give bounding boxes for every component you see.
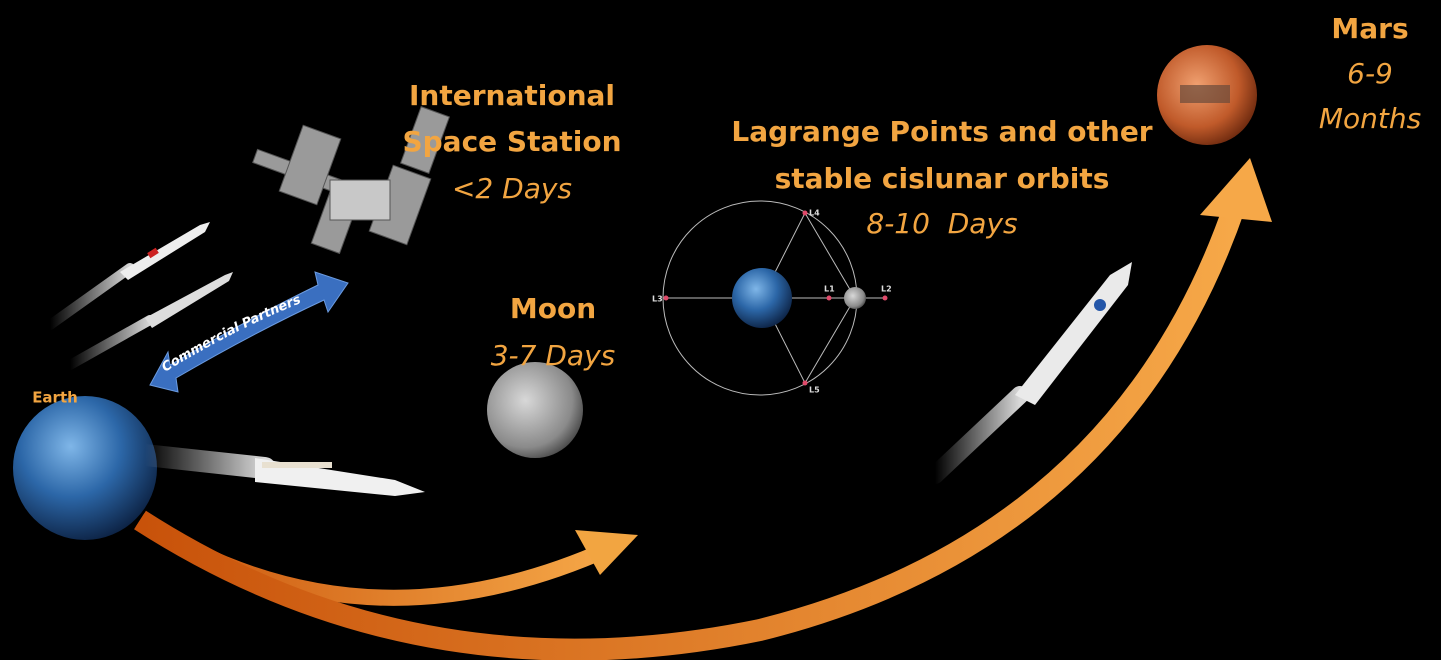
mars-rocket [1015, 262, 1132, 405]
commercial-arrow [149, 271, 349, 393]
rocket-band [147, 247, 159, 259]
lagrange-point: L5 [809, 386, 820, 395]
iss-title: International [409, 79, 615, 112]
rocket [120, 222, 210, 280]
exhaust [65, 315, 155, 370]
arrowhead [1200, 158, 1272, 222]
iss-title: Space Station [402, 125, 621, 158]
lagrange-earth [732, 268, 792, 328]
lagrange-moon [844, 287, 866, 309]
mars-duration: Months [1319, 102, 1421, 135]
mars-duration: 6-9 [1347, 57, 1393, 90]
lagrange-point: L1 [824, 285, 835, 294]
iss [252, 106, 450, 255]
mars-label: Mars [1331, 12, 1408, 45]
exhaust [134, 444, 276, 479]
lagrange-point: L2 [881, 285, 892, 294]
moon-duration: 3-7 Days [491, 339, 616, 372]
booster [262, 462, 332, 468]
earth [13, 396, 157, 540]
iss-duration: <2 Days [452, 172, 572, 205]
exhaust [45, 263, 135, 330]
logo [1094, 299, 1106, 311]
earth-label: Earth [32, 389, 78, 407]
lagrange-title: stable cislunar orbits [775, 162, 1110, 195]
arrow-mars [134, 201, 1246, 660]
lagrange-title: Lagrange Points and other [731, 115, 1152, 148]
lagrange-dots [663, 210, 888, 386]
arrowhead [575, 530, 638, 575]
exhaust [926, 386, 1029, 484]
moon [487, 362, 583, 458]
moon-label: Moon [510, 292, 596, 325]
rocket [145, 272, 233, 328]
lagrange-point: L4 [809, 209, 820, 218]
lagrange-point: L3 [652, 295, 663, 304]
lagrange-duration: 8-10 Days [866, 207, 1017, 240]
rover [1180, 85, 1230, 103]
